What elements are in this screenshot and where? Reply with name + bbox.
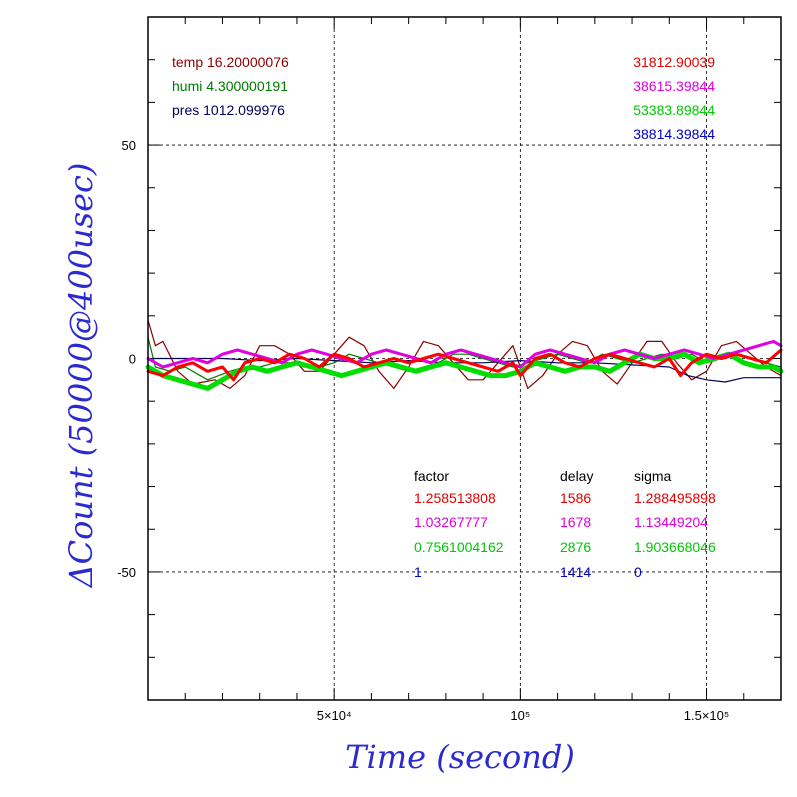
row-blue-factor: 1	[414, 564, 422, 580]
row-red-sigma: 1.288495898	[634, 490, 716, 506]
row-green-delay: 2876	[560, 539, 591, 555]
pres-label: pres 1012.099976	[172, 102, 285, 118]
fit-table: factor delay sigma 1.258513808 1586 1.28…	[414, 468, 716, 580]
count-red: 31812.90039	[633, 54, 715, 70]
series-line-3	[145, 351, 784, 391]
y-tick-label: 0	[129, 352, 136, 367]
count-green: 53383.89844	[633, 102, 715, 118]
temp-label: temp 16.20000076	[172, 54, 289, 70]
tick-labels: 5×10⁴ 10⁵ 1.5×10⁵ 50 0 -50	[117, 138, 729, 723]
header-delay: delay	[560, 468, 593, 484]
row-green-sigma: 1.903668046	[634, 539, 716, 555]
x-tick-label: 5×10⁴	[317, 708, 352, 723]
plot-frame	[147, 16, 782, 701]
row-red-factor: 1.258513808	[414, 490, 496, 506]
series-lines	[145, 319, 784, 391]
header-factor: factor	[414, 468, 449, 484]
header-sigma: sigma	[634, 468, 672, 484]
row-blue-sigma: 0	[634, 564, 642, 580]
count-blue: 38814.39844	[633, 126, 715, 142]
count-legend: 31812.90039 38615.39844 53383.89844 3881…	[633, 54, 715, 142]
minor-ticks	[148, 17, 781, 700]
row-red-delay: 1586	[560, 490, 591, 506]
y-tick-label: -50	[117, 565, 136, 580]
count-magenta: 38615.39844	[633, 78, 715, 94]
row-blue-delay: 1414	[560, 564, 591, 580]
row-green-factor: 0.7561004162	[414, 539, 504, 555]
humi-label: humi 4.300000191	[172, 78, 288, 94]
x-axis-title: Time (second)	[345, 738, 575, 776]
grid-lines	[148, 17, 781, 700]
row-magenta-factor: 1.03267777	[414, 514, 488, 530]
env-legend: temp 16.20000076 humi 4.300000191 pres 1…	[172, 54, 289, 118]
row-magenta-delay: 1678	[560, 514, 591, 530]
row-magenta-sigma: 1.13449204	[634, 514, 708, 530]
series-line-4	[146, 339, 783, 369]
x-tick-label: 10⁵	[510, 708, 530, 723]
series-line-5	[146, 348, 783, 382]
y-tick-label: 50	[122, 138, 136, 153]
x-tick-label: 1.5×10⁵	[684, 708, 730, 723]
y-axis-title: ΔCount (50000@400usec)	[62, 163, 100, 590]
